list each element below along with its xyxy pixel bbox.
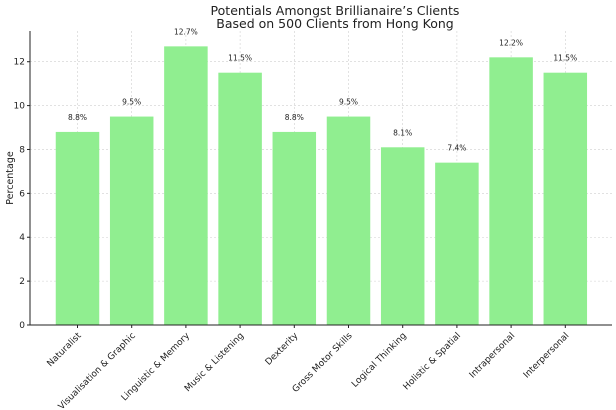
bar-value-label: 12.7% [174, 27, 198, 36]
bar-value-label: 9.5% [339, 98, 358, 107]
chart-title: Potentials Amongst Brillianaire’s Client… [211, 3, 460, 18]
bar-value-label: 7.4% [447, 144, 466, 153]
y-axis-ticks: 0 2 4 6 8 10 12 [14, 58, 30, 331]
y-axis-label: Percentage [5, 151, 16, 205]
data-labels: 8.8% 9.5% 12.7% 11.5% 8.8% 9.5% 8.1% 7.4% 12.2% 1… [68, 27, 577, 152]
bar [164, 46, 208, 325]
bars [55, 46, 588, 325]
bar-value-label: 12.2% [499, 38, 523, 47]
x-tick-label: Interpersonal [522, 331, 571, 380]
x-tick-label: Gross Motor Skills [291, 331, 355, 395]
bar-value-label: 8.1% [393, 128, 412, 137]
bar [489, 57, 533, 325]
y-tick-label: 4 [19, 233, 25, 243]
bar [218, 72, 262, 325]
bar [109, 116, 154, 325]
bar-value-label: 8.8% [68, 113, 87, 122]
bar-value-label: 11.5% [228, 54, 252, 63]
bar [55, 131, 100, 325]
y-tick-label: 8 [19, 145, 25, 155]
y-tick-label: 10 [14, 102, 26, 112]
bar [272, 131, 317, 325]
y-tick-label: 0 [19, 321, 25, 331]
bar-value-label: 8.8% [285, 113, 304, 122]
bar-value-label: 11.5% [553, 54, 577, 63]
bar [326, 116, 371, 325]
y-tick-label: 6 [19, 189, 25, 199]
x-tick-label: Naturalist [45, 331, 83, 369]
x-tick-label: Dexterity [264, 331, 301, 368]
x-tick-label: Logical Thinking [350, 331, 409, 390]
chart-subtitle: Based on 500 Clients from Hong Kong [216, 16, 453, 31]
bar [380, 147, 425, 325]
x-tick-label: Holistic & Spatial [402, 331, 463, 392]
bar-value-label: 9.5% [122, 98, 141, 107]
y-tick-label: 2 [19, 277, 25, 287]
y-tick-label: 12 [14, 58, 25, 68]
bar [435, 162, 479, 325]
x-tick-label: Intrapersonal [468, 331, 517, 380]
x-tick-label: Music & Listening [183, 331, 246, 394]
bar [543, 72, 588, 325]
